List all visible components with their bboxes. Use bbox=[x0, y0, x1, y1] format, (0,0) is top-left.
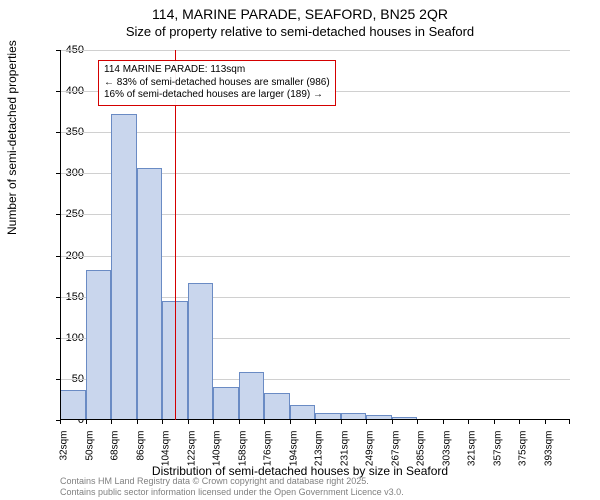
histogram-bar bbox=[86, 270, 112, 420]
histogram-bar bbox=[264, 393, 290, 420]
x-tick-label: 122sqm bbox=[186, 431, 197, 481]
annotation-line3: 16% of semi-detached houses are larger (… bbox=[104, 89, 330, 102]
annotation-line1: 114 MARINE PARADE: 113sqm bbox=[104, 64, 330, 77]
histogram-bar bbox=[290, 405, 316, 420]
chart-title: 114, MARINE PARADE, SEAFORD, BN25 2QR bbox=[0, 6, 600, 22]
x-tick-label: 140sqm bbox=[212, 431, 223, 481]
x-tick-label: 86sqm bbox=[135, 431, 146, 481]
histogram-bar bbox=[213, 387, 239, 420]
annotation-box: 114 MARINE PARADE: 113sqm← 83% of semi-d… bbox=[98, 60, 336, 106]
x-tick-label: 176sqm bbox=[263, 431, 274, 481]
x-tick-label: 303sqm bbox=[441, 431, 452, 481]
x-tick-label: 357sqm bbox=[492, 431, 503, 481]
histogram-bar bbox=[60, 390, 86, 420]
x-tick-label: 249sqm bbox=[365, 431, 376, 481]
x-tick-label: 194sqm bbox=[288, 431, 299, 481]
histogram-bar bbox=[239, 372, 265, 420]
histogram-bar bbox=[188, 283, 214, 420]
x-tick-label: 393sqm bbox=[543, 431, 554, 481]
x-tick-label: 285sqm bbox=[416, 431, 427, 481]
chart-plot-area: 114 MARINE PARADE: 113sqm← 83% of semi-d… bbox=[60, 50, 570, 420]
attribution-line2: Contains public sector information licen… bbox=[60, 487, 404, 498]
x-tick-label: 158sqm bbox=[237, 431, 248, 481]
x-tick-label: 68sqm bbox=[110, 431, 121, 481]
annotation-line2: ← 83% of semi-detached houses are smalle… bbox=[104, 77, 330, 90]
x-tick-label: 375sqm bbox=[518, 431, 529, 481]
x-tick-label: 267sqm bbox=[390, 431, 401, 481]
x-tick-label: 104sqm bbox=[161, 431, 172, 481]
histogram-bar bbox=[111, 114, 137, 420]
x-tick-label: 321sqm bbox=[467, 431, 478, 481]
y-axis-title: Number of semi-detached properties bbox=[5, 40, 19, 235]
x-tick-label: 213sqm bbox=[314, 431, 325, 481]
x-tick-label: 50sqm bbox=[84, 431, 95, 481]
x-tick-label: 32sqm bbox=[59, 431, 70, 481]
property-marker-line bbox=[175, 50, 176, 420]
x-tick-label: 231sqm bbox=[339, 431, 350, 481]
histogram-bar bbox=[137, 168, 163, 420]
chart-subtitle: Size of property relative to semi-detach… bbox=[0, 24, 600, 39]
